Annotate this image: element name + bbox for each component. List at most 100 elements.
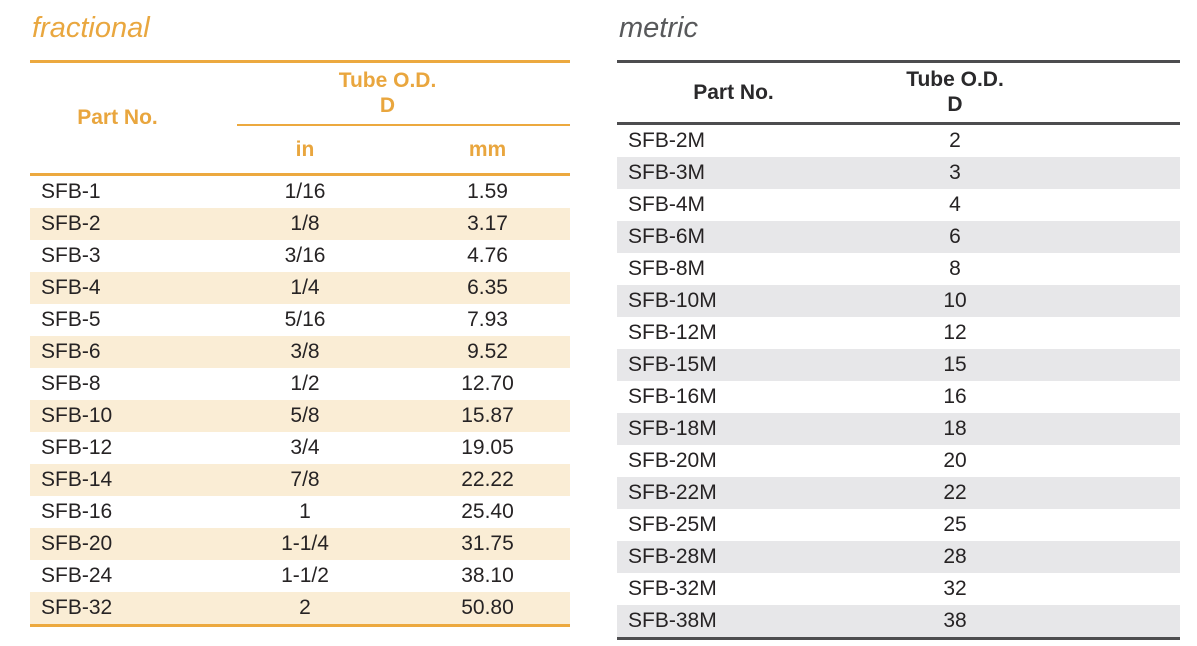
mm-value-cell: 9.52	[467, 340, 508, 363]
part-no-cell: SFB-6M	[628, 225, 706, 248]
d-value-cell: 18	[943, 417, 967, 440]
d-value-cell: 16	[943, 385, 967, 408]
in-value-cell: 2	[299, 596, 311, 619]
table-row: SFB-15M 15	[617, 349, 1180, 381]
table-row: SFB-6 3/8 9.52	[30, 336, 571, 368]
mm-value-cell: 50.80	[461, 596, 514, 619]
d-value-cell: 32	[943, 577, 967, 600]
in-value-cell: 3/4	[290, 436, 320, 459]
part-no-cell: SFB-22M	[628, 481, 717, 504]
in-value-cell: 5/16	[284, 308, 326, 331]
table-row: SFB-24 1-1/2 38.10	[30, 560, 570, 592]
mm-value-cell: 1.59	[467, 180, 508, 203]
table-row: SFB-38M 38	[617, 605, 1180, 639]
fractional-tube-od-header: Tube O.D. D	[205, 62, 571, 127]
part-no-cell: SFB-2	[41, 212, 101, 235]
fractional-table-body: SFB-1 1/16 1.59 SFB-2 1/8 3.17 SFB-3 3/16 4.76 SF…	[30, 175, 571, 626]
fractional-table-header: Part No. Tube O.D. D in mm	[30, 61, 571, 176]
part-no-cell: SFB-6	[41, 340, 101, 363]
fractional-table: Part No. Tube O.D. D in mm SFB-1 1/16 1.59…	[30, 60, 571, 627]
in-value-cell: 1/16	[284, 180, 326, 203]
table-row: SFB-28M 28	[617, 541, 1180, 573]
metric-tube-od-header: Tube O.D. D	[850, 61, 1180, 125]
d-value-cell: 15	[943, 353, 967, 376]
part-no-cell: SFB-32	[41, 596, 113, 619]
tube-od-label: Tube O.D.	[906, 68, 1004, 91]
metric-table-header: Part No. Tube O.D. D	[617, 61, 1180, 125]
table-row: SFB-2 1/8 3.17	[30, 208, 571, 240]
metric-part-no-header: Part No.	[617, 61, 850, 125]
in-value-cell: 3/8	[290, 340, 320, 363]
fractional-section: fractional Part No. Tube O.D. D in mm S	[30, 10, 571, 627]
mm-value-cell: 31.75	[461, 532, 514, 555]
part-no-cell: SFB-38M	[628, 609, 717, 632]
in-value-cell: 7/8	[290, 468, 320, 491]
part-no-cell: SFB-2M	[628, 129, 706, 152]
part-no-cell: SFB-15M	[628, 353, 717, 376]
table-row: SFB-25M 25	[617, 509, 1180, 541]
mm-value-cell: 7.93	[467, 308, 508, 331]
part-no-cell: SFB-3	[41, 244, 101, 267]
in-column-header: in	[205, 126, 405, 176]
d-value-cell: 3	[949, 161, 961, 184]
table-row: SFB-18M 18	[617, 413, 1180, 445]
d-value-cell: 10	[943, 289, 967, 312]
table-row: SFB-10M 10	[617, 285, 1180, 317]
d-value-cell: 20	[943, 449, 967, 472]
part-no-cell: SFB-8	[41, 372, 101, 395]
table-row: SFB-16M 16	[617, 381, 1180, 413]
fractional-title: fractional	[32, 12, 150, 44]
part-no-cell: SFB-16M	[628, 385, 717, 408]
in-value-cell: 5/8	[290, 404, 320, 427]
part-no-cell: SFB-4	[41, 276, 101, 299]
table-row: SFB-12M 12	[617, 317, 1180, 349]
table-row: SFB-14 7/8 22.22	[30, 464, 571, 496]
part-no-cell: SFB-20	[41, 532, 113, 555]
table-row: SFB-10 5/8 15.87	[30, 400, 571, 432]
d-value-cell: 22	[943, 481, 967, 504]
d-value-cell: 38	[943, 609, 967, 632]
in-value-cell: 1-1/4	[281, 532, 329, 555]
in-value-cell: 1/4	[290, 276, 320, 299]
mm-value-cell: 3.17	[467, 212, 508, 235]
part-no-cell: SFB-8M	[628, 257, 706, 280]
table-row: SFB-4M 4	[617, 189, 1180, 221]
table-row: SFB-20M 20	[617, 445, 1180, 477]
part-no-cell: SFB-5	[41, 308, 101, 331]
metric-title: metric	[619, 12, 698, 44]
part-no-cell: SFB-1	[41, 180, 101, 203]
table-row: SFB-32M 32	[617, 573, 1180, 605]
part-no-cell: SFB-16	[41, 500, 113, 523]
mm-value-cell: 12.70	[461, 372, 514, 395]
d-value-cell: 2	[949, 129, 961, 152]
d-value-cell: 25	[943, 513, 967, 536]
mm-value-cell: 38.10	[461, 564, 514, 587]
d-value-cell: 4	[949, 193, 961, 216]
table-row: SFB-8 1/2 12.70	[30, 368, 570, 400]
part-no-cell: SFB-28M	[628, 545, 717, 568]
part-no-cell: SFB-24	[41, 564, 113, 587]
table-row: SFB-22M 22	[617, 477, 1180, 509]
table-row: SFB-2M 2	[617, 124, 1180, 158]
in-value-cell: 3/16	[284, 244, 326, 267]
table-row: SFB-3M 3	[617, 157, 1180, 189]
part-no-cell: SFB-18M	[628, 417, 717, 440]
table-row: SFB-20 1-1/4 31.75	[30, 528, 571, 560]
table-row: SFB-8M 8	[617, 253, 1180, 285]
mm-value-cell: 22.22	[461, 468, 514, 491]
tube-od-label: Tube O.D.	[338, 69, 437, 92]
d-value-cell: 12	[943, 321, 967, 344]
part-no-cell: SFB-12	[41, 436, 113, 459]
table-row: SFB-3 3/16 4.76	[30, 240, 570, 272]
table-row: SFB-12 3/4 19.05	[30, 432, 570, 464]
in-value-cell: 1/8	[290, 212, 320, 235]
part-no-cell: SFB-10M	[628, 289, 717, 312]
table-row: SFB-4 1/4 6.35	[30, 272, 571, 304]
metric-table: Part No. Tube O.D. D SFB-2M 2 SFB-3M 3 SFB-4…	[617, 60, 1180, 640]
part-no-cell: SFB-3M	[628, 161, 706, 184]
table-row: SFB-5 5/16 7.93	[30, 304, 570, 336]
mm-value-cell: 25.40	[461, 500, 514, 523]
mm-value-cell: 15.87	[461, 404, 514, 427]
table-row: SFB-1 1/16 1.59	[30, 175, 570, 209]
